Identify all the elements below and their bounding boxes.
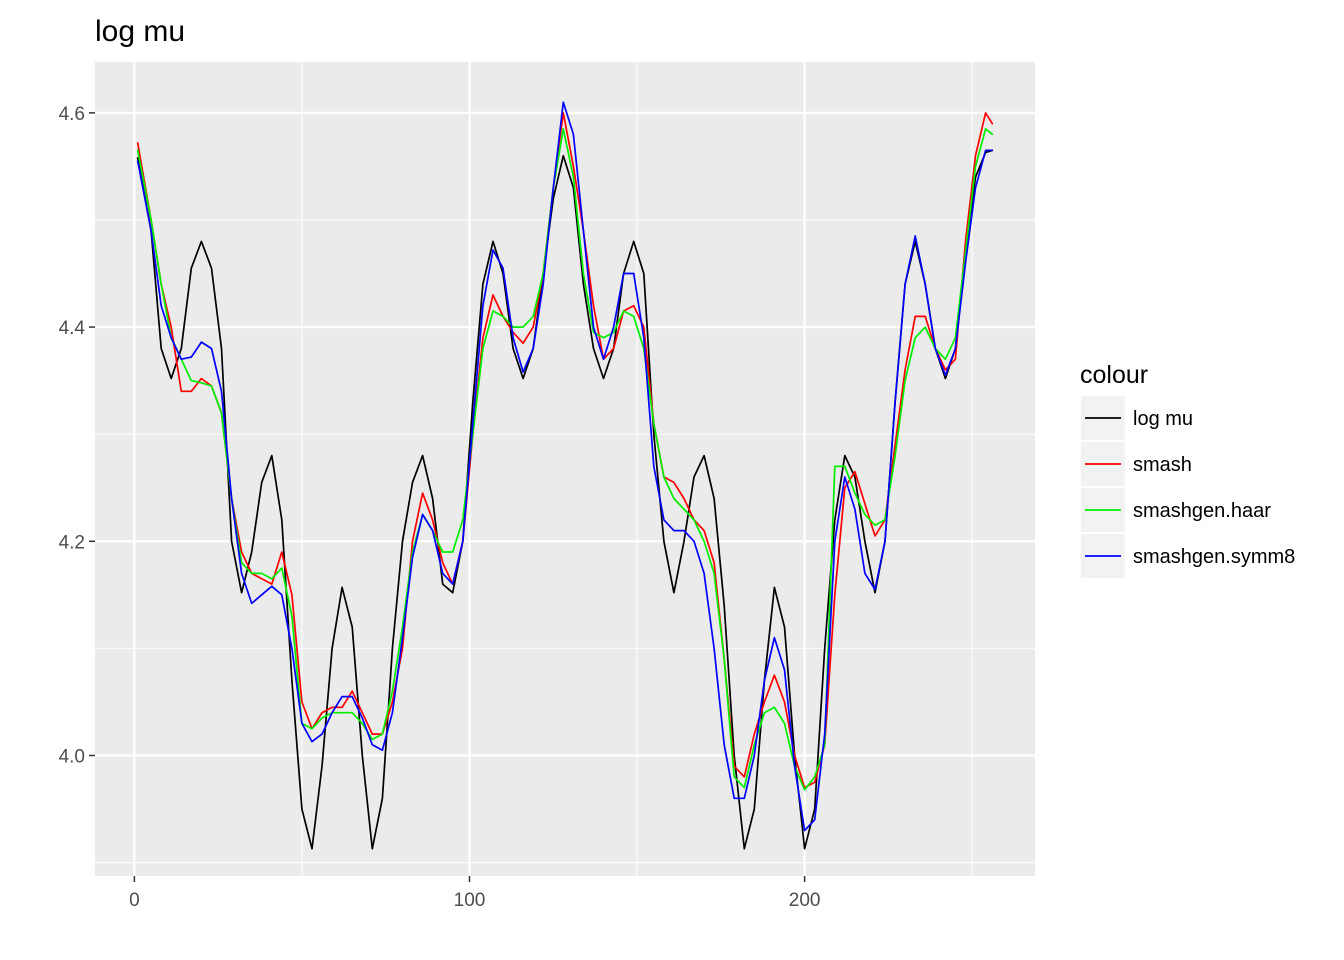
y-tick-label-1: 4.2 (59, 532, 85, 553)
y-tick-label-2: 4.4 (59, 318, 86, 339)
plot-panel (95, 62, 1035, 876)
legend-title: colour (1080, 361, 1148, 389)
legend-label-3: smashgen.symm8 (1133, 546, 1295, 568)
y-tick-label-0: 4.0 (59, 747, 85, 768)
series-layer (136, 101, 994, 850)
x-tick-label-1: 100 (454, 890, 486, 911)
legend-entries: log mu smash smashgen.haar smashgen.symm8 (1081, 396, 1295, 578)
legend-label-2: smashgen.haar (1133, 500, 1271, 522)
legend-label-1: smash (1133, 454, 1192, 476)
legend-label-0: log mu (1133, 408, 1193, 430)
series-line-smashgen-symm8 (136, 101, 994, 832)
x-tick-label-2: 200 (789, 890, 821, 911)
legend: colour log mu smash smashgen.haar smashgen.… (1080, 361, 1295, 578)
axes: 0 100 200 4.0 4.2 4.4 4.6 (59, 104, 821, 911)
x-tick-label-0: 0 (129, 890, 140, 911)
series-line-smashgen-haar (136, 128, 994, 791)
chart-title: log mu (95, 15, 185, 48)
series-line-smash (136, 112, 994, 789)
y-tick-label-3: 4.6 (59, 104, 85, 125)
